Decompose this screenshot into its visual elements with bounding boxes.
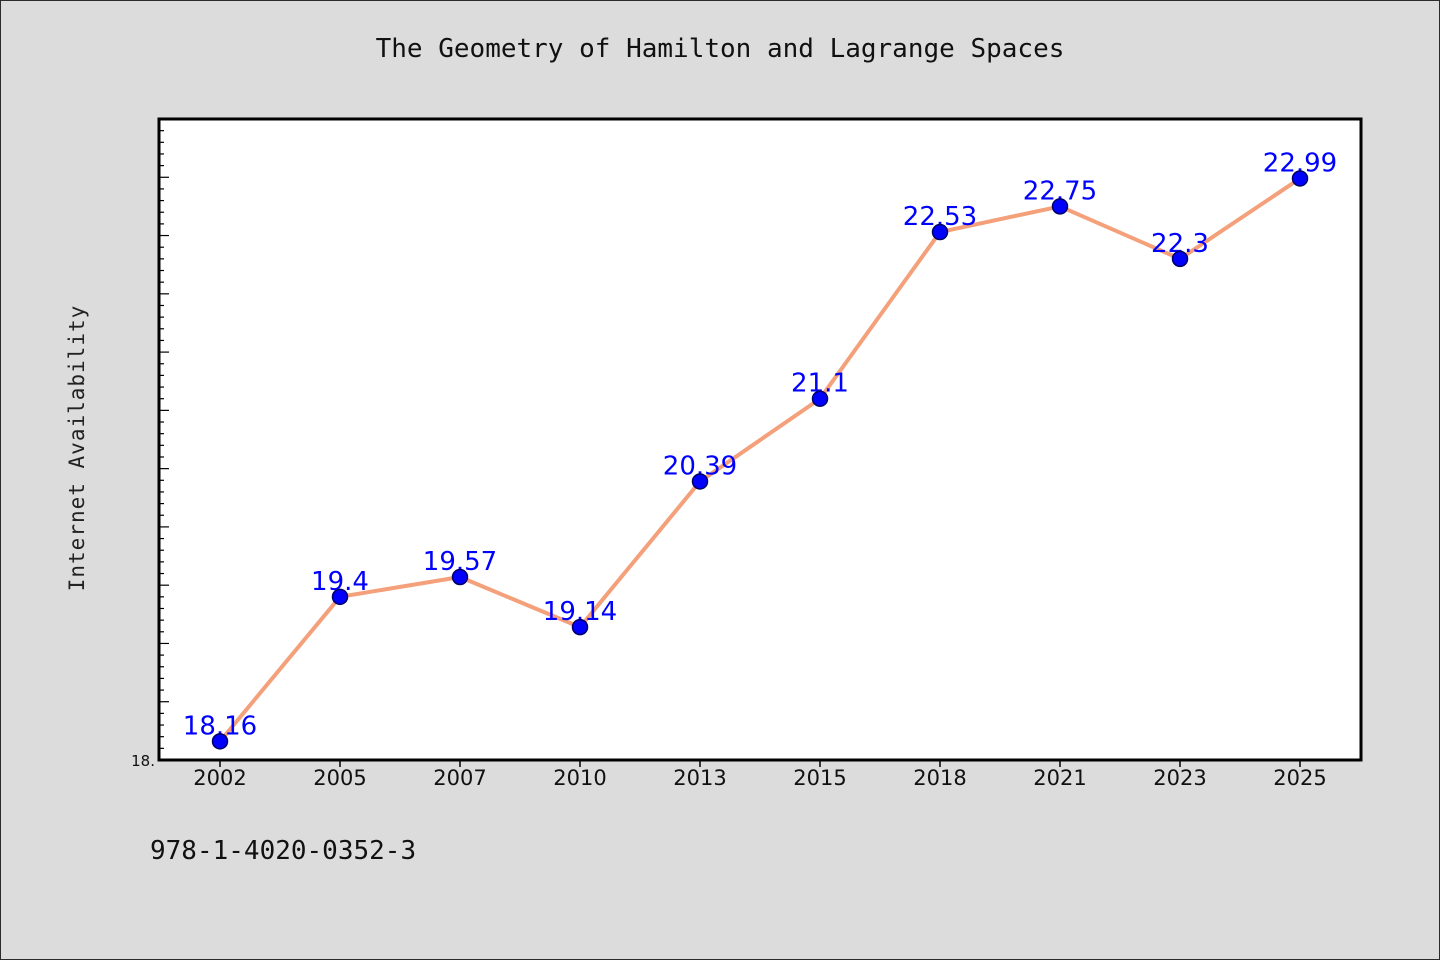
x-tick-label: 2002: [193, 766, 246, 790]
x-tick-label: 2021: [1033, 766, 1086, 790]
data-point: [1051, 198, 1069, 215]
data-point: [1291, 170, 1309, 187]
x-tick-label: 2013: [673, 766, 726, 790]
x-tick-label: 2005: [313, 766, 366, 790]
x-axis-ticks: 2002 2005 2007 2010 2013 2015 2018 2021 2023 2025: [193, 760, 1327, 790]
chart-title: The Geometry of Hamilton and Lagrange Sp…: [375, 34, 1065, 64]
x-tick-label: 2010: [553, 766, 606, 790]
data-point: [451, 568, 469, 586]
isbn-note: 978-1-4020-0352-3: [150, 836, 417, 866]
x-tick-label: 2023: [1153, 766, 1206, 790]
y-axis-ticks: [159, 130, 169, 749]
data-point: [931, 223, 949, 241]
data-point: [331, 588, 349, 606]
data-point: [1171, 250, 1189, 268]
data-point: [811, 390, 829, 407]
data-point: [211, 733, 229, 750]
series-layer: 18.1619.419.5719.1420.3921.122.5322.7522…: [183, 148, 1337, 750]
x-tick-label: 2018: [913, 766, 966, 790]
x-tick-label: 2015: [793, 766, 846, 790]
series-line: [218, 176, 1302, 743]
x-tick-label: 2007: [433, 766, 486, 790]
x-tick-label: 2025: [1273, 766, 1326, 790]
data-point: [691, 473, 709, 490]
data-point: [571, 618, 589, 636]
y-tick-label: 18.: [131, 752, 155, 770]
